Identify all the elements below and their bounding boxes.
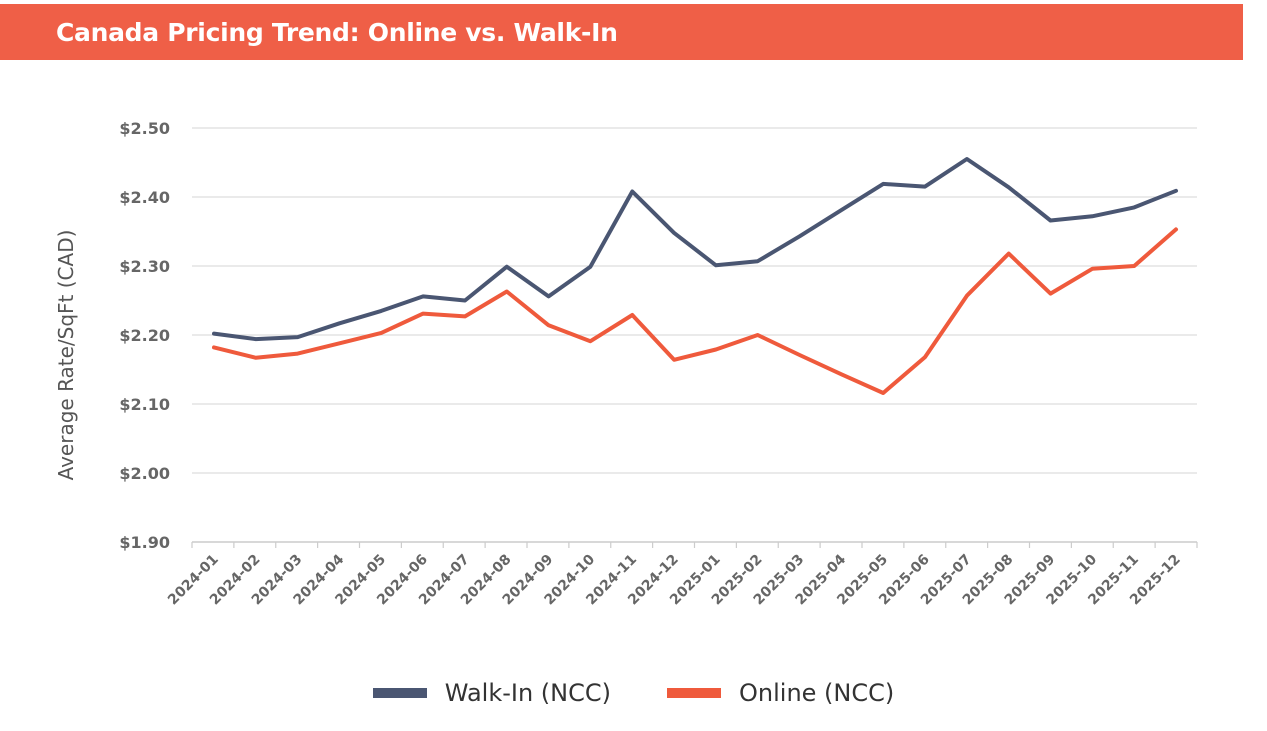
title-banner: Canada Pricing Trend: Online vs. Walk-In — [0, 4, 1243, 60]
x-axis-ticks: 2024-012024-022024-032024-042024-052024-… — [165, 551, 1184, 608]
legend-item-walk-in: Walk-In (NCC) — [372, 679, 611, 707]
legend: Walk-In (NCC) Online (NCC) — [0, 679, 1267, 707]
y-tick-label: $2.10 — [119, 395, 170, 414]
gridlines — [192, 127, 1197, 474]
y-tick-label: $1.90 — [119, 533, 170, 552]
legend-label-walk-in: Walk-In (NCC) — [444, 679, 611, 707]
x-axis — [191, 541, 1198, 548]
series-lines — [212, 157, 1178, 395]
legend-label-online: Online (NCC) — [739, 679, 895, 707]
chart-title: Canada Pricing Trend: Online vs. Walk-In — [56, 18, 618, 47]
series-line-walk-in — [212, 157, 1178, 342]
series-line-online — [212, 227, 1178, 395]
y-axis-label: Average Rate/SqFt (CAD) — [54, 230, 78, 481]
y-tick-label: $2.40 — [119, 188, 170, 207]
legend-swatch-online — [667, 688, 721, 698]
legend-item-online: Online (NCC) — [667, 679, 894, 707]
legend-swatch-walk-in — [372, 688, 427, 698]
y-tick-label: $2.30 — [119, 257, 170, 276]
y-axis-ticks: $1.90 $2.00 $2.10 $2.20 $2.30 $2.40 $2.50 — [119, 119, 170, 552]
y-tick-label: $2.20 — [119, 326, 170, 345]
y-tick-label: $2.50 — [119, 119, 170, 138]
y-tick-label: $2.00 — [119, 464, 170, 483]
